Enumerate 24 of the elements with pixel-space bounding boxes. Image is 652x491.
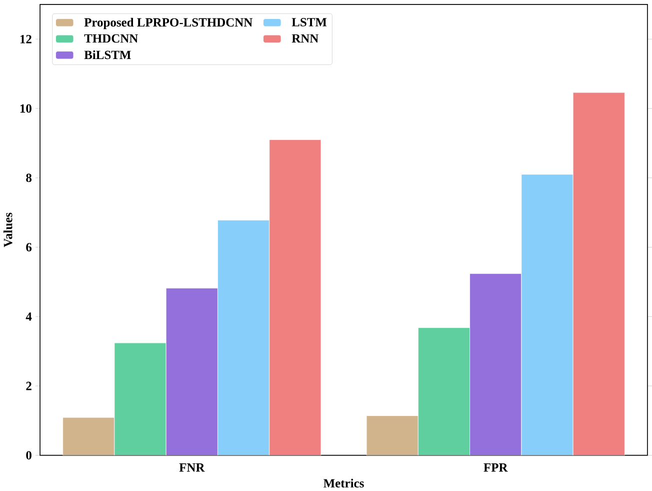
bar bbox=[218, 220, 270, 456]
x-tick-label: FNR bbox=[179, 463, 205, 472]
y-tick-label: 6 bbox=[26, 243, 32, 252]
y-tick-label: 4 bbox=[26, 312, 32, 321]
x-tick-label: FPR bbox=[484, 463, 508, 472]
legend-label: RNN bbox=[292, 34, 318, 43]
bar bbox=[269, 140, 322, 456]
y-axis-title: Values bbox=[3, 212, 12, 248]
x-axis-title: Metrics bbox=[324, 478, 364, 488]
legend-label: BiLSTM bbox=[84, 50, 131, 60]
bar bbox=[166, 288, 218, 456]
legend-label: Proposed LPRPO-LSTHDCNN bbox=[84, 18, 252, 30]
bar bbox=[572, 92, 625, 456]
legend-label: THDCNN bbox=[84, 34, 138, 43]
y-tick-label: 2 bbox=[26, 382, 32, 390]
bar bbox=[62, 417, 115, 456]
y-tick-label: 8 bbox=[26, 174, 32, 182]
bar bbox=[366, 416, 418, 456]
y-tick-label: 10 bbox=[20, 104, 32, 113]
bar bbox=[521, 174, 574, 456]
bar bbox=[470, 273, 522, 456]
y-tick-label: 0 bbox=[26, 451, 32, 460]
legend-label: LSTM bbox=[292, 18, 327, 26]
y-tick-label: 12 bbox=[20, 34, 32, 44]
